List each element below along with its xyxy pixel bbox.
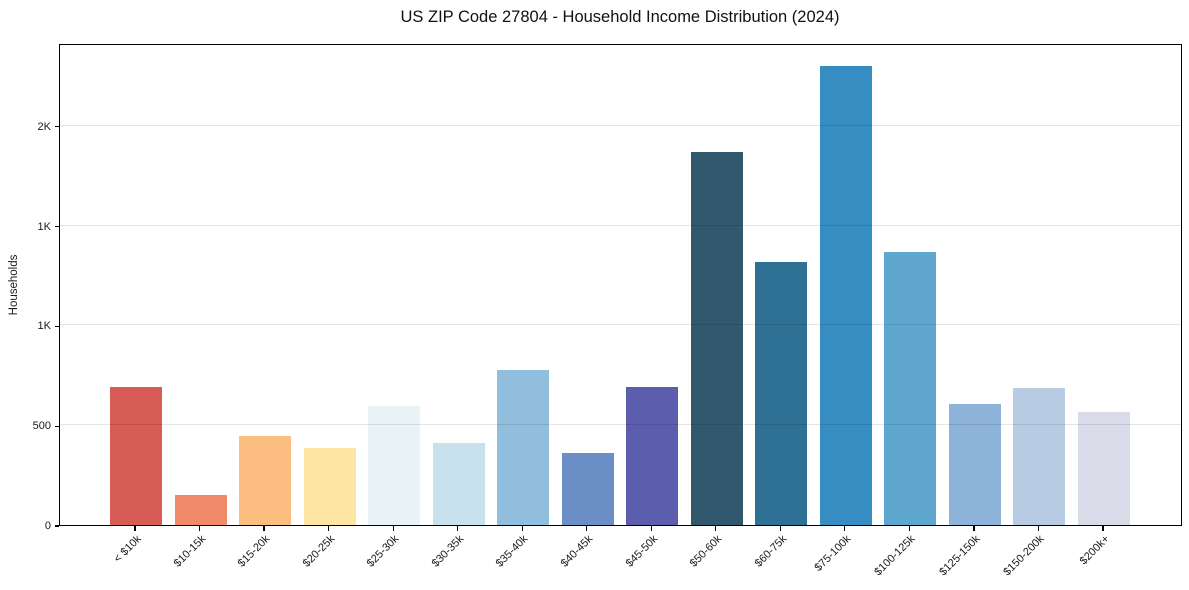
x-tick-label: < $10k — [111, 533, 144, 566]
x-tick-label: $125-150k — [937, 533, 983, 579]
bar — [432, 443, 485, 525]
bar — [110, 387, 162, 525]
x-tick-mark — [392, 526, 394, 531]
x-tick-label: $20-25k — [300, 533, 338, 570]
bar — [174, 495, 227, 525]
x-tick-mark — [457, 526, 459, 531]
bar — [1078, 412, 1130, 525]
y-axis-label: Households — [8, 254, 20, 316]
x-tick-label: $10-15k — [171, 533, 209, 570]
x-tick-mark — [844, 526, 846, 531]
x-tick-mark — [779, 526, 781, 531]
y-tick-mark — [54, 425, 59, 427]
gridline — [60, 424, 1181, 426]
x-tick-mark — [134, 526, 136, 531]
x-tick-mark — [263, 526, 265, 531]
gridline — [60, 224, 1181, 226]
bar — [368, 406, 421, 525]
x-tick-mark — [328, 526, 330, 531]
x-tick-label: $15-20k — [235, 533, 273, 570]
x-tick-label: $150-200k — [1001, 533, 1047, 579]
gridline — [60, 124, 1181, 126]
x-tick-label: $75-100k — [812, 533, 854, 574]
bar — [1013, 388, 1066, 525]
bar — [755, 261, 808, 525]
x-tick-label: $35-40k — [494, 533, 531, 570]
x-tick-label: $60-75k — [752, 533, 789, 570]
x-tick-mark — [1102, 526, 1104, 531]
x-tick-mark — [908, 526, 910, 531]
y-tick-label: 1K — [37, 220, 51, 233]
x-tick-label: $50-60k — [687, 533, 725, 570]
chart-title: US ZIP Code 27804 - Household Income Dis… — [400, 8, 840, 26]
bar — [690, 151, 743, 525]
x-tick-label: $25-30k — [365, 533, 402, 570]
bar — [884, 251, 937, 525]
bar — [626, 387, 679, 525]
bar — [239, 436, 292, 525]
x-tick-mark — [586, 526, 588, 531]
y-tick-mark — [54, 126, 59, 128]
x-tick-label: $30-35k — [429, 533, 467, 570]
x-tick-mark — [198, 526, 201, 531]
y-tick-mark — [54, 226, 59, 228]
y-tick-label: 0 — [44, 520, 51, 532]
bar — [497, 370, 550, 525]
bar — [948, 404, 1001, 525]
y-tick-mark — [54, 325, 59, 327]
y-tick-label: 1K — [37, 320, 51, 333]
x-tick-label: $100-125k — [872, 533, 918, 579]
y-tick-mark — [54, 525, 59, 527]
bar — [819, 65, 872, 525]
x-tick-mark — [973, 526, 975, 531]
x-tick-label: $40-45k — [558, 533, 596, 570]
x-tick-mark — [521, 526, 523, 531]
bar — [303, 448, 356, 525]
y-tick-label: 2K — [37, 120, 51, 133]
bar — [561, 453, 614, 525]
x-tick-mark — [650, 526, 652, 531]
x-tick-mark — [715, 526, 717, 531]
plot-area — [59, 44, 1182, 526]
x-tick-label: $200k+ — [1077, 533, 1112, 568]
x-tick-label: $45-50k — [623, 533, 660, 570]
y-tick-label: 500 — [32, 420, 51, 433]
gridline — [60, 324, 1181, 326]
x-tick-mark — [1037, 526, 1040, 531]
